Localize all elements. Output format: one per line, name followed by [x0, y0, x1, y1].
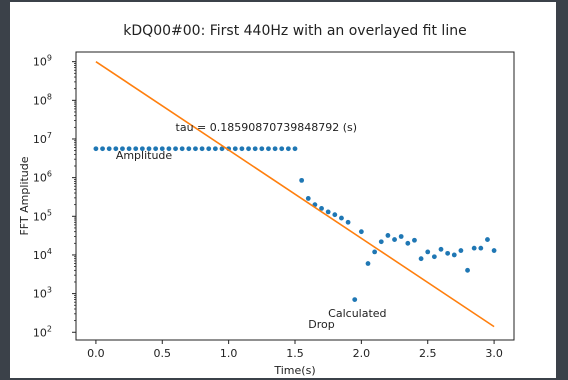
data-point — [285, 146, 291, 152]
data-point — [232, 146, 238, 152]
data-point — [292, 146, 298, 152]
data-point — [259, 146, 265, 152]
x-tick-label: 0.5 — [154, 347, 172, 360]
data-point — [106, 146, 112, 152]
data-point — [431, 254, 437, 260]
y-tick-label: 108 — [33, 92, 52, 107]
x-tick-label: 0.0 — [87, 347, 105, 360]
y-tick-label: 106 — [33, 170, 52, 185]
chart-title: kDQ00#00: First 440Hz with an overlayed … — [123, 23, 466, 39]
data-point — [199, 146, 205, 152]
data-point — [239, 146, 245, 152]
data-point — [100, 146, 105, 152]
data-point — [93, 146, 99, 152]
data-point — [113, 146, 119, 152]
data-point — [425, 249, 431, 255]
chart-figure: kDQ00#00: First 440Hz with an overlayed … — [10, 2, 556, 378]
x-tick-label: 2.0 — [353, 347, 371, 360]
data-point — [173, 146, 178, 152]
y-tick-label: 104 — [33, 247, 52, 262]
data-point — [458, 248, 464, 253]
data-point — [246, 146, 251, 152]
data-point — [319, 206, 324, 211]
data-point — [392, 237, 397, 242]
data-point — [146, 146, 152, 152]
data-point — [133, 146, 139, 152]
data-point — [445, 250, 451, 256]
y-tick-label: 107 — [33, 131, 52, 146]
data-point — [358, 229, 364, 235]
data-point — [153, 146, 159, 152]
data-point — [212, 146, 218, 152]
y-tick-label: 103 — [33, 286, 52, 301]
data-point — [193, 146, 198, 152]
data-point — [179, 146, 185, 152]
data-point — [465, 267, 470, 273]
data-point — [186, 146, 192, 152]
data-point — [339, 215, 344, 221]
data-point — [139, 146, 145, 152]
x-tick-label: 2.5 — [419, 347, 437, 360]
data-point — [332, 212, 338, 218]
plot-area: 0.0 0.5 1.0 1.5 2.0 2.5 3.0 102 103 104 105 106 107 1… — [33, 51, 515, 360]
chart-annotation: Calculated — [328, 307, 386, 320]
data-point — [166, 146, 172, 152]
data-point — [385, 233, 391, 238]
data-point — [478, 245, 484, 251]
data-point — [279, 146, 285, 152]
data-point — [272, 146, 278, 152]
data-point — [305, 196, 311, 201]
y-tick-label: 105 — [33, 208, 52, 223]
data-point — [159, 146, 165, 152]
data-point — [438, 246, 444, 252]
data-point — [345, 219, 351, 225]
data-point — [325, 209, 331, 215]
data-point — [219, 146, 225, 152]
data-point — [252, 146, 258, 152]
data-point — [120, 146, 125, 152]
x-tick-label: 3.0 — [485, 347, 503, 360]
chart-annotation: Amplitude — [116, 149, 173, 162]
fit-line — [95, 60, 495, 328]
x-axis-title: Time(s) — [273, 364, 315, 377]
data-point — [378, 239, 384, 245]
chart-svg: kDQ00#00: First 440Hz with an overlayed … — [18, 23, 515, 377]
y-tick-label: 109 — [33, 54, 52, 69]
y-tick-label: 102 — [33, 324, 52, 339]
data-point — [126, 146, 132, 152]
x-tick-label: 1.5 — [286, 347, 304, 360]
chart-annotation: tau = 0.18590870739848792 (s) — [176, 121, 358, 134]
x-tick-label: 1.0 — [220, 347, 238, 360]
data-point — [266, 146, 271, 152]
data-point — [372, 249, 378, 255]
chart-annotation: Drop — [308, 318, 334, 331]
data-point — [471, 245, 477, 251]
data-point — [299, 177, 305, 183]
data-point — [451, 252, 457, 258]
data-point — [206, 146, 212, 152]
data-point — [398, 234, 404, 239]
data-point — [365, 261, 371, 266]
y-axis-title: FFT Amplitude — [18, 156, 31, 235]
data-point — [485, 237, 490, 242]
data-point — [405, 240, 411, 246]
data-point — [412, 237, 417, 243]
data-point — [491, 248, 497, 253]
data-point — [352, 297, 358, 302]
data-point — [418, 256, 424, 262]
